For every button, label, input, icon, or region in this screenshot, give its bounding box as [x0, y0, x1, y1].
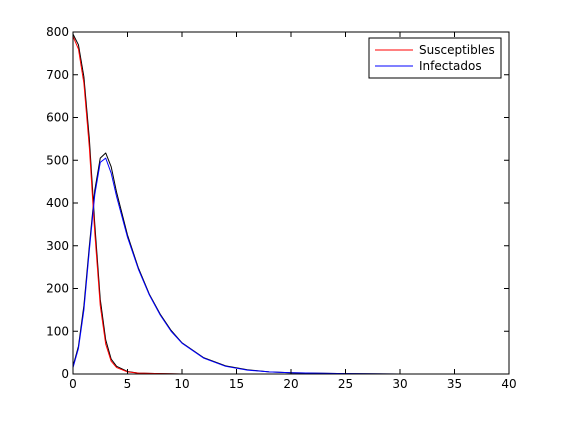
legend-box — [368, 37, 502, 79]
y-tick-label: 100 — [46, 324, 69, 338]
y-tick-label: 400 — [46, 196, 69, 210]
legend-label-infectados: Infectados — [419, 59, 482, 73]
x-tick-label: 0 — [69, 377, 77, 391]
y-tick-label: 0 — [61, 367, 69, 381]
y-tick-label: 300 — [46, 239, 69, 253]
x-tick-label: 15 — [229, 377, 244, 391]
ticks-layer: 0 5 10 15 20 25 30 35 40010020030040050060070080… — [46, 25, 517, 391]
x-tick-label: 20 — [283, 377, 298, 391]
y-tick-label: 200 — [46, 282, 69, 296]
y-tick-label: 500 — [46, 153, 69, 167]
plot-background — [73, 32, 509, 374]
x-tick-label: 40 — [501, 377, 516, 391]
y-tick-label: 600 — [46, 111, 69, 125]
x-tick-label: 25 — [338, 377, 353, 391]
series-line-infectados — [72, 157, 510, 375]
x-tick-label: 5 — [124, 377, 132, 391]
x-tick-label: 30 — [392, 377, 407, 391]
x-tick-label: 10 — [174, 377, 189, 391]
x-tick-label: 35 — [447, 377, 462, 391]
y-tick-label: 700 — [46, 68, 69, 82]
legend: Susceptibles Infectados — [368, 37, 502, 79]
y-tick-label: 800 — [46, 25, 69, 39]
legend-label-susceptibles: Susceptibles — [419, 43, 495, 57]
